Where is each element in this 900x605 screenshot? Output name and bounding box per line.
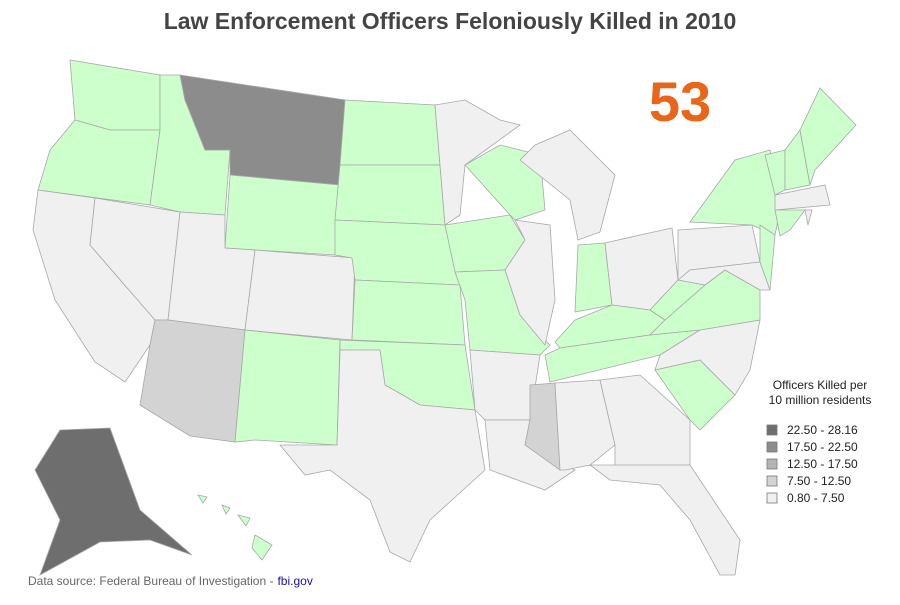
state — [774, 209, 806, 237]
state — [519, 129, 616, 241]
legend-label: 0.80 - 7.50 — [787, 491, 845, 505]
state — [237, 514, 251, 527]
state — [799, 87, 857, 186]
states — [32, 59, 857, 576]
state — [689, 149, 781, 236]
state — [524, 382, 561, 471]
state — [469, 349, 541, 421]
highlight-number: 53 — [649, 70, 711, 133]
state — [588, 464, 741, 576]
footer-link[interactable]: fbi.gov — [277, 574, 312, 588]
legend-swatch — [766, 492, 778, 504]
legend-title: Officers Killed per — [773, 378, 867, 392]
legend-label: 17.50 - 22.50 — [787, 440, 858, 454]
legend-swatch — [766, 441, 778, 453]
legend-swatch — [766, 475, 778, 487]
state — [224, 174, 341, 256]
state — [334, 164, 446, 226]
state — [351, 279, 466, 346]
state — [251, 534, 273, 561]
state — [279, 349, 486, 563]
state — [244, 249, 356, 341]
title: Law Enforcement Officers Feloniously Kil… — [164, 8, 737, 34]
state — [139, 319, 246, 443]
state — [197, 494, 208, 504]
state — [69, 59, 161, 131]
state — [504, 219, 556, 346]
state — [221, 504, 231, 515]
legend: 22.50 - 28.16 17.50 - 22.50 12.50 - 17.50 7… — [766, 423, 858, 505]
legend-label: 7.50 - 12.50 — [787, 474, 851, 488]
legend-label: 22.50 - 28.16 — [787, 423, 858, 437]
legend-title: 10 million residents — [769, 393, 872, 407]
legend-swatch — [766, 458, 778, 470]
state — [759, 224, 776, 291]
footer-source: Data source: Federal Bureau of Investiga… — [28, 574, 273, 588]
legend-swatch — [766, 424, 778, 436]
state — [34, 427, 193, 576]
state — [804, 209, 813, 226]
legend-label: 12.50 - 17.50 — [787, 457, 858, 471]
state — [234, 329, 341, 446]
state — [339, 99, 441, 166]
state — [774, 184, 831, 211]
